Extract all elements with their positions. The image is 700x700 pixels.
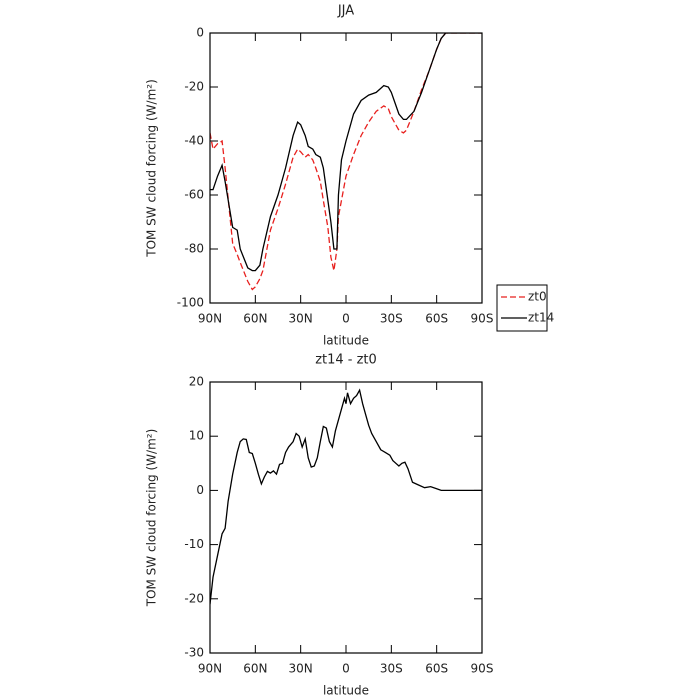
x-tick-label: 30N [289,312,313,326]
x-tick-label: 0 [342,312,350,326]
y-tick-label: 10 [189,429,204,443]
panel: zt14 - zt0 latitude TOM SW cloud forcing (… [145,353,494,698]
data-line [210,33,482,272]
x-tick-label: 60N [243,312,267,326]
y-tick-label: 20 [189,375,204,389]
y-tick-label: -60 [184,188,204,202]
data-line [210,388,482,605]
y-tick-label: 0 [196,26,204,40]
y-axis-label: TOM SW cloud forcing (W/m²) [145,79,159,258]
x-axis-label: latitude [323,684,369,698]
y-tick-label: -40 [184,134,204,148]
y-tick-label: -30 [184,646,204,660]
y-tick-label: -10 [184,537,204,551]
x-tick-label: 60S [425,312,448,326]
y-tick-label: -100 [177,296,204,310]
chart-title: JJA [337,4,354,19]
y-tick-label: -20 [184,591,204,605]
x-tick-label: 0 [342,662,350,676]
plot-frame [209,381,483,654]
x-tick-label: 90N [198,662,222,676]
y-tick-label: 0 [196,483,204,497]
panel: JJA latitude TOM SW cloud forcing (W/m²) 90… [145,4,555,348]
legend-label: zt14 [528,311,554,325]
data-line [210,33,482,291]
x-tick-label: 90S [471,312,494,326]
x-axis-label: latitude [323,334,369,348]
chart-title: zt14 - zt0 [315,353,377,368]
x-tick-label: 90N [198,312,222,326]
y-tick-label: -20 [184,80,204,94]
x-tick-label: 30S [380,662,403,676]
x-tick-label: 60N [243,662,267,676]
y-tick-label: -80 [184,242,204,256]
x-tick-label: 30S [380,312,403,326]
legend-label: zt0 [528,290,547,304]
legend-box [496,284,548,332]
plot-frame [209,32,483,304]
x-tick-label: 90S [471,662,494,676]
x-tick-label: 60S [425,662,448,676]
x-tick-label: 30N [289,662,313,676]
y-axis-label: TOM SW cloud forcing (W/m²) [145,429,159,608]
